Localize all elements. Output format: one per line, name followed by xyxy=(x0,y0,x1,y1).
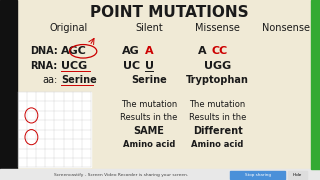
Text: The mutation: The mutation xyxy=(189,100,246,109)
Text: Original: Original xyxy=(50,23,88,33)
Text: A: A xyxy=(145,46,153,56)
Text: Missense: Missense xyxy=(195,23,240,33)
Text: UCG: UCG xyxy=(61,61,87,71)
Text: DNA:: DNA: xyxy=(30,46,58,56)
Text: U: U xyxy=(145,61,154,71)
Bar xyxy=(18,92,91,167)
Text: Hide: Hide xyxy=(293,173,302,177)
Text: Results in the: Results in the xyxy=(120,113,178,122)
Text: Tryptophan: Tryptophan xyxy=(186,75,249,85)
Text: Results in the: Results in the xyxy=(189,113,246,122)
Text: CC: CC xyxy=(211,46,228,56)
Bar xyxy=(0,0,17,180)
Text: POINT MUTATIONS: POINT MUTATIONS xyxy=(90,5,249,20)
Text: Amino acid: Amino acid xyxy=(123,140,175,149)
Bar xyxy=(288,171,307,179)
Text: AGC: AGC xyxy=(61,46,87,56)
Text: Different: Different xyxy=(193,126,243,136)
Text: Stop sharing: Stop sharing xyxy=(244,173,271,177)
Text: SAME: SAME xyxy=(133,126,164,136)
Text: UGG: UGG xyxy=(204,61,231,71)
Bar xyxy=(230,171,285,179)
Text: Silent: Silent xyxy=(135,23,163,33)
Text: Screencastify - Screen Video Recorder is sharing your screen.: Screencastify - Screen Video Recorder is… xyxy=(54,173,189,177)
Bar xyxy=(0,169,320,180)
Text: Serine: Serine xyxy=(61,75,97,85)
Text: AG: AG xyxy=(122,46,140,56)
Text: Serine: Serine xyxy=(131,75,167,85)
Text: RNA:: RNA: xyxy=(30,61,58,71)
Text: Amino acid: Amino acid xyxy=(191,140,244,149)
Text: Nonsense: Nonsense xyxy=(262,23,310,33)
Text: The mutation: The mutation xyxy=(121,100,177,109)
Text: UC: UC xyxy=(123,61,140,71)
Bar xyxy=(311,0,320,169)
Text: A: A xyxy=(198,46,206,56)
Text: aa:: aa: xyxy=(42,75,58,85)
